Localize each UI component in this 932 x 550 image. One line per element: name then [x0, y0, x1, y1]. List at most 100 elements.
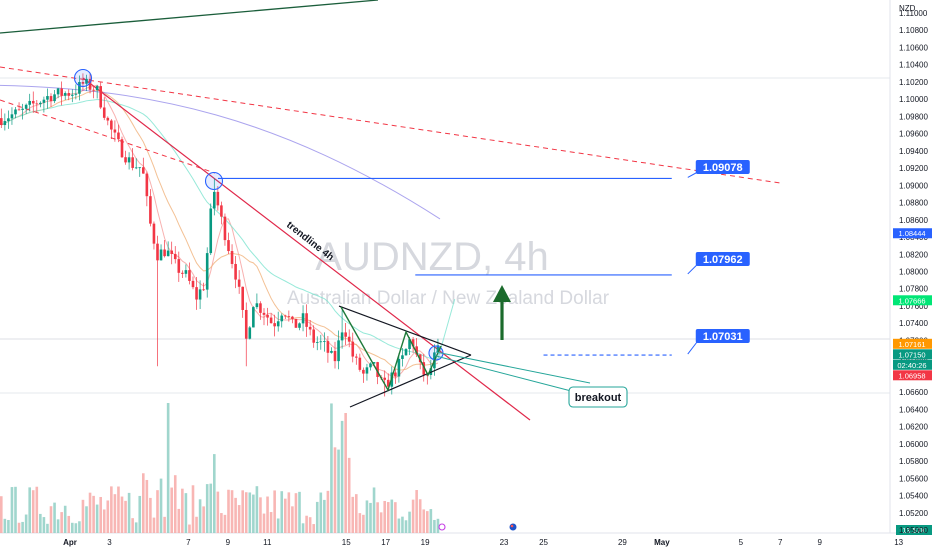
price-tick-label: 1.05200	[899, 509, 928, 518]
candle-body	[205, 253, 209, 290]
drawings-back	[0, 0, 781, 421]
price-scale-badge	[893, 370, 932, 381]
slow-moving-average	[0, 84, 441, 220]
volume-bar	[326, 490, 330, 533]
volume-bar	[156, 490, 159, 533]
volume-bar	[166, 403, 170, 533]
candle-body	[21, 108, 24, 110]
price-tick-label: 1.08600	[899, 216, 928, 225]
price-tick-label: 1.06600	[899, 388, 928, 397]
candle-body	[394, 372, 397, 377]
candle-body	[259, 303, 262, 313]
volume-bar	[436, 518, 440, 533]
volume-bar	[74, 523, 78, 533]
volume-bar	[53, 502, 56, 533]
volume-bar	[3, 518, 7, 533]
price-scale-badge	[893, 359, 932, 370]
volume-bar	[181, 488, 184, 533]
candle-body	[230, 251, 234, 264]
volume-bar	[369, 502, 372, 533]
candle-body	[252, 307, 255, 328]
candle-body	[85, 78, 88, 84]
candle-body	[237, 279, 241, 287]
watermark-description: Australian Dollar / New Zealand Dollar	[287, 288, 610, 309]
candle-body	[124, 157, 127, 163]
price-scale-badge-text: 1.08444	[898, 229, 925, 238]
candle-body	[255, 303, 259, 308]
volume-bar	[244, 492, 248, 533]
time-tick-label: 25	[539, 538, 548, 547]
candle-body	[351, 341, 355, 357]
volume-bar	[0, 496, 3, 533]
volume-bar	[237, 505, 241, 533]
candle-body	[110, 120, 113, 130]
time-tick-label: 9	[818, 538, 823, 547]
currency-label: NZD	[899, 4, 916, 13]
price-tick-label: 1.07600	[899, 302, 928, 311]
candle-body	[323, 341, 326, 342]
candle-body	[170, 250, 173, 254]
candle-body	[319, 341, 323, 343]
candle-body	[39, 102, 42, 105]
candle-body	[188, 270, 191, 281]
volume-bar	[110, 486, 113, 533]
price-axis[interactable]: NZD 1.110001.108001.106001.104001.102001…	[893, 4, 932, 535]
volume-bar	[46, 523, 49, 533]
price-tick-label: 1.10600	[899, 43, 928, 52]
volume-bar	[408, 511, 411, 533]
channel-upper-dashed	[0, 66, 781, 184]
candle-body	[138, 167, 142, 169]
time-axis[interactable]: 27Apr37911151719232529May579131519212327	[0, 538, 932, 547]
price-tick-label: 1.10200	[899, 78, 928, 87]
time-tick-label: 19	[421, 538, 430, 547]
candle-body	[53, 94, 56, 102]
volume-bar	[31, 490, 35, 533]
candle-body	[198, 289, 202, 300]
candle-body	[266, 314, 269, 318]
price-tick-label: 1.09600	[899, 130, 928, 139]
candle-body	[333, 350, 337, 362]
candle-body	[372, 362, 376, 364]
candle-body	[369, 363, 372, 368]
moving-average-line	[1, 99, 456, 360]
volume-bar	[21, 521, 24, 533]
candle-body	[386, 379, 390, 387]
volume-bar	[266, 496, 269, 533]
candle-body	[404, 349, 408, 356]
price-scale-badge-text: 1.07150	[898, 350, 925, 359]
volume-bar	[113, 494, 117, 533]
watermark-symbol: AUDNZD, 4h	[315, 235, 548, 279]
price-tick-label: 1.07800	[899, 285, 928, 294]
volume-bar	[145, 479, 149, 533]
candle-body	[78, 82, 81, 94]
price-scale-badge	[893, 349, 932, 360]
volume-bar	[383, 500, 386, 533]
time-tick-label: May	[654, 538, 670, 547]
volume-bar	[78, 521, 81, 533]
candle-body	[81, 82, 85, 84]
price-tick-label: 1.05600	[899, 474, 928, 483]
volume-bar	[35, 486, 39, 533]
candle-body	[294, 318, 298, 328]
candle-body	[24, 104, 28, 109]
volume-bar	[358, 513, 362, 533]
moving-average-line	[1, 90, 439, 371]
candle-body	[287, 316, 291, 317]
time-tick-label: 17	[381, 538, 390, 547]
volume-bar	[223, 514, 227, 533]
callout-leader	[687, 263, 699, 275]
volume-bar	[323, 499, 326, 533]
price-tick-label: 1.05000	[899, 526, 928, 535]
trendline-4h	[82, 77, 531, 421]
price-scale-badge-text: 1.07161	[898, 340, 925, 349]
projection-line	[435, 351, 591, 384]
volume-bar	[312, 524, 315, 533]
candle-body	[415, 346, 418, 355]
candle-body	[49, 96, 53, 102]
candle-body	[244, 309, 248, 339]
volume-bar	[426, 511, 429, 533]
price-tick-label: 1.06400	[899, 405, 928, 414]
volume-bar	[259, 497, 262, 533]
volume-bar	[205, 484, 209, 533]
